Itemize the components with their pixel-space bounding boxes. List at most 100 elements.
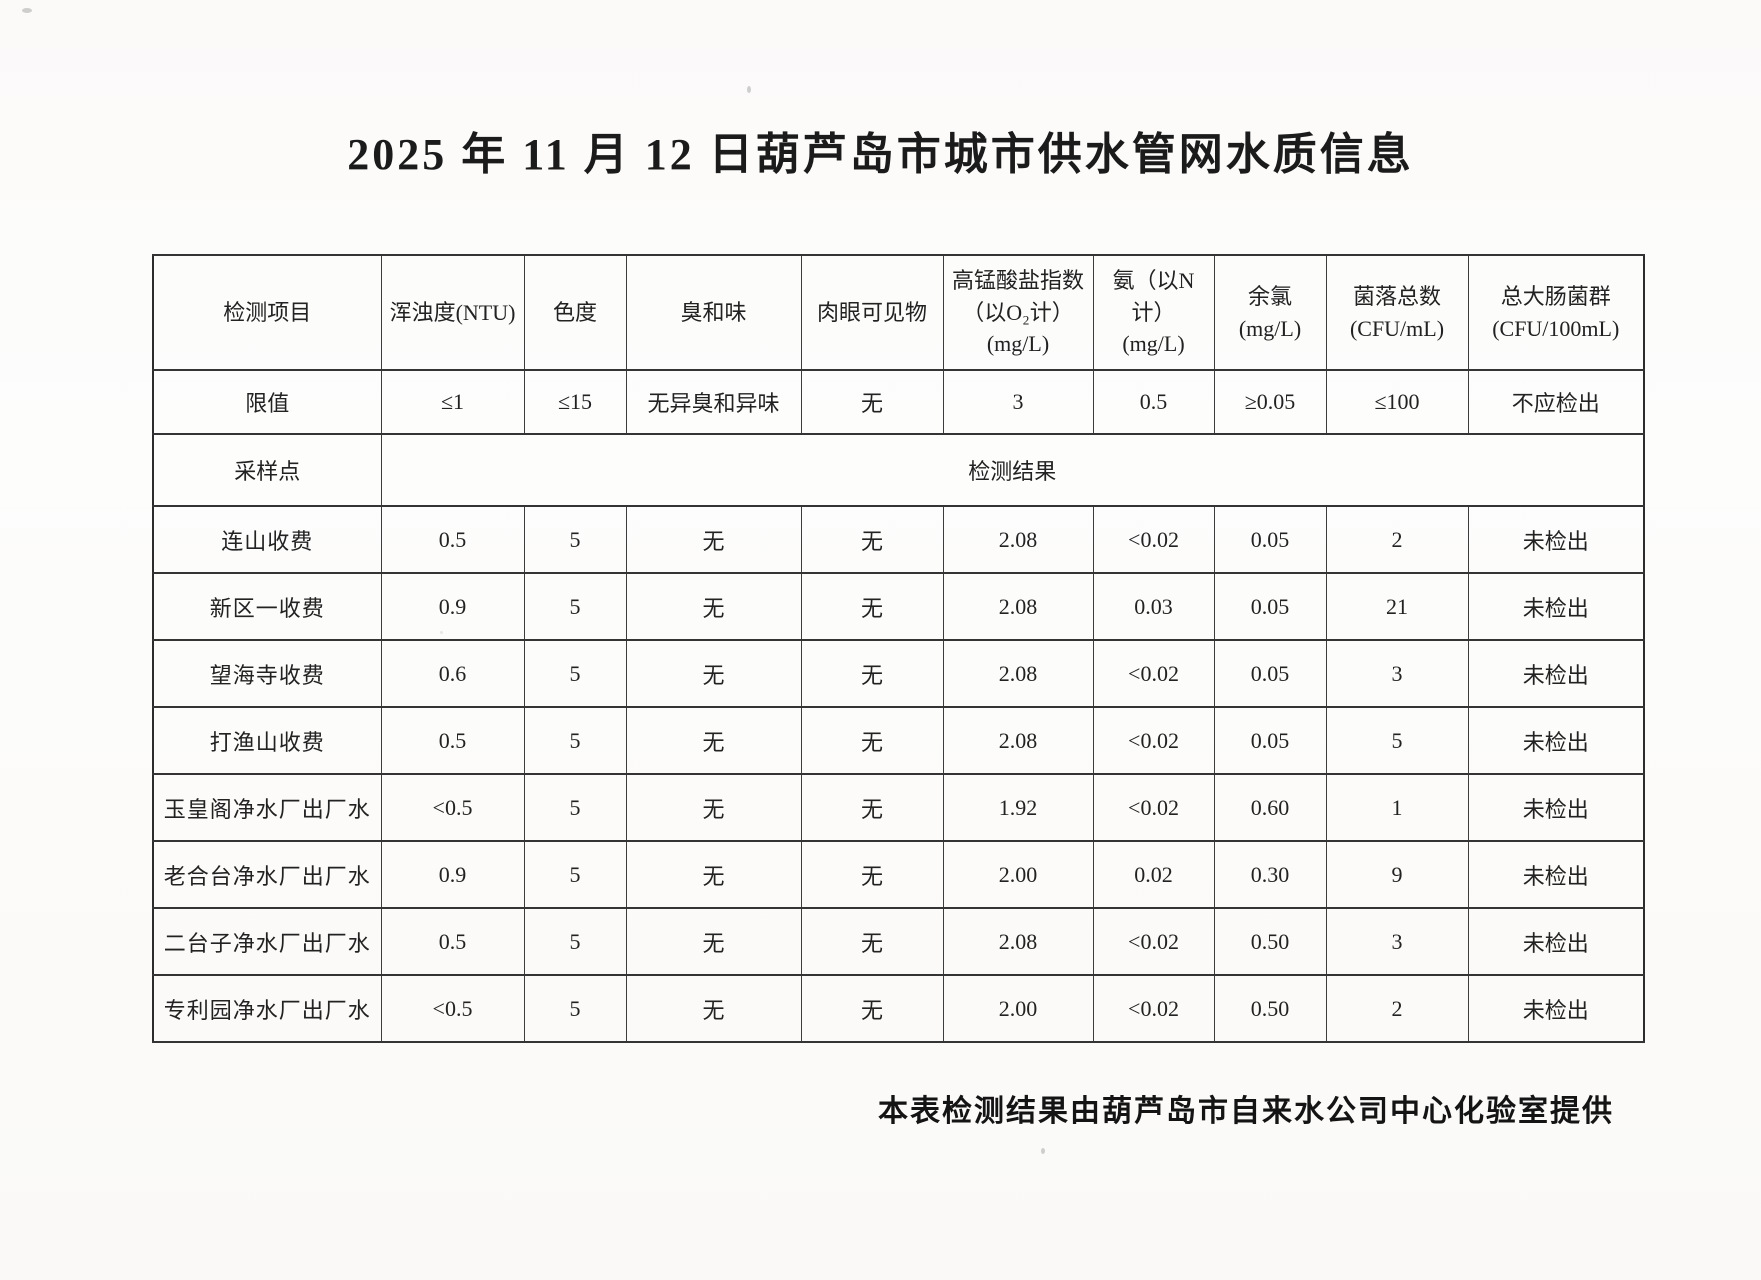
- result-value: 2.08: [942, 572, 1094, 641]
- result-value: 未检出: [1467, 773, 1645, 842]
- result-value: 2.00: [942, 840, 1094, 909]
- limit-value: 无异臭和异味: [625, 369, 802, 435]
- table-row: 连山收费 0.5 5 无 无 2.08 <0.02 0.05 2 未检出: [152, 505, 1645, 574]
- limit-row: 限值 ≤1 ≤15 无异臭和异味 无 3 0.5 ≥0.05 ≤100 不应检出: [152, 369, 1645, 435]
- result-value: 0.30: [1213, 840, 1327, 909]
- limit-value: ≤1: [380, 369, 525, 435]
- col-header-chroma: 色度: [523, 254, 627, 371]
- result-value: 无: [800, 840, 944, 909]
- col-header-item: 检测项目: [152, 254, 382, 371]
- test-result-label: 检测结果: [380, 433, 1645, 507]
- result-value: 5: [523, 907, 627, 976]
- result-value: 0.9: [380, 572, 525, 641]
- col-header-permanganate: 高锰酸盐指数 （以O₂计） (mg/L): [942, 254, 1094, 371]
- site-name: 玉皇阁净水厂出厂水: [152, 773, 382, 842]
- site-name: 连山收费: [152, 505, 382, 574]
- result-value: 2.08: [942, 907, 1094, 976]
- result-value: 无: [800, 773, 944, 842]
- result-value: 3: [1325, 639, 1469, 708]
- limit-value: ≥0.05: [1213, 369, 1327, 435]
- result-value: 2: [1325, 974, 1469, 1043]
- limit-label: 限值: [152, 369, 382, 435]
- col-header-visible: 肉眼可见物: [800, 254, 944, 371]
- result-value: <0.02: [1092, 974, 1215, 1043]
- result-value: <0.02: [1092, 505, 1215, 574]
- result-value: 0.50: [1213, 907, 1327, 976]
- result-value: 无: [625, 974, 802, 1043]
- result-value: 5: [523, 639, 627, 708]
- result-value: 0.60: [1213, 773, 1327, 842]
- result-value: 5: [523, 505, 627, 574]
- result-value: 2.08: [942, 639, 1094, 708]
- limit-value: 0.5: [1092, 369, 1215, 435]
- result-value: 5: [523, 773, 627, 842]
- site-name: 老合台净水厂出厂水: [152, 840, 382, 909]
- footer-note: 本表检测结果由葫芦岛市自来水公司中心化验室提供: [878, 1095, 1614, 1128]
- result-value: 未检出: [1467, 840, 1645, 909]
- result-value: 0.5: [380, 907, 525, 976]
- result-value: 未检出: [1467, 639, 1645, 708]
- result-value: <0.5: [380, 773, 525, 842]
- col-header-chlorine: 余氯 (mg/L): [1213, 254, 1327, 371]
- result-value: 0.05: [1213, 706, 1327, 775]
- result-value: 3: [1325, 907, 1469, 976]
- table-row: 二台子净水厂出厂水 0.5 5 无 无 2.08 <0.02 0.50 3 未检…: [152, 907, 1645, 976]
- result-value: 5: [523, 974, 627, 1043]
- result-value: 1.92: [942, 773, 1094, 842]
- page-title: 2025 年 11 月 12 日葫芦岛市城市供水管网水质信息: [347, 130, 1414, 179]
- result-value: 5: [523, 572, 627, 641]
- result-value: <0.5: [380, 974, 525, 1043]
- result-value: 5: [1325, 706, 1469, 775]
- limit-value: 不应检出: [1467, 369, 1645, 435]
- result-value: 9: [1325, 840, 1469, 909]
- result-value: 未检出: [1467, 907, 1645, 976]
- table-header-row: 检测项目 浑浊度(NTU) 色度 臭和味 肉眼可见物 高锰酸盐指数 （以O₂计）…: [152, 254, 1645, 371]
- col-header-coliform: 总大肠菌群 (CFU/100mL): [1467, 254, 1645, 371]
- col-header-turbidity: 浑浊度(NTU): [380, 254, 525, 371]
- result-value: 无: [625, 907, 802, 976]
- result-value: 无: [800, 572, 944, 641]
- result-value: 无: [800, 706, 944, 775]
- limit-value: ≤100: [1325, 369, 1469, 435]
- result-value: 21: [1325, 572, 1469, 641]
- limit-value: ≤15: [523, 369, 627, 435]
- result-value: 0.03: [1092, 572, 1215, 641]
- site-name: 二台子净水厂出厂水: [152, 907, 382, 976]
- scan-speck: [747, 86, 751, 93]
- result-value: 0.5: [380, 505, 525, 574]
- result-value: 无: [800, 639, 944, 708]
- table-row: 新区一收费 0.9 5 无 无 2.08 0.03 0.05 21 未检出: [152, 572, 1645, 641]
- col-header-odor: 臭和味: [625, 254, 802, 371]
- table-row: 专利园净水厂出厂水 <0.5 5 无 无 2.00 <0.02 0.50 2 未…: [152, 974, 1645, 1043]
- limit-value: 无: [800, 369, 944, 435]
- result-value: 0.50: [1213, 974, 1327, 1043]
- result-value: 0.05: [1213, 505, 1327, 574]
- site-name: 新区一收费: [152, 572, 382, 641]
- result-value: 1: [1325, 773, 1469, 842]
- result-value: 未检出: [1467, 706, 1645, 775]
- site-name: 专利园净水厂出厂水: [152, 974, 382, 1043]
- result-value: 2.08: [942, 706, 1094, 775]
- result-value: 2: [1325, 505, 1469, 574]
- result-value: 2.00: [942, 974, 1094, 1043]
- result-value: 0.05: [1213, 572, 1327, 641]
- table-row: 打渔山收费 0.5 5 无 无 2.08 <0.02 0.05 5 未检出: [152, 706, 1645, 775]
- scan-speck: [440, 631, 443, 634]
- water-quality-table: 检测项目 浑浊度(NTU) 色度 臭和味 肉眼可见物 高锰酸盐指数 （以O₂计）…: [152, 254, 1645, 1043]
- result-value: 无: [625, 572, 802, 641]
- result-value: 未检出: [1467, 505, 1645, 574]
- col-header-ammonia: 氨（以N计） (mg/L): [1092, 254, 1215, 371]
- result-value: 5: [523, 840, 627, 909]
- result-value: 无: [625, 706, 802, 775]
- sampling-point-label: 采样点: [152, 433, 382, 507]
- result-value: 0.02: [1092, 840, 1215, 909]
- sampling-point-row: 采样点 检测结果: [152, 433, 1645, 507]
- col-header-colony: 菌落总数 (CFU/mL): [1325, 254, 1469, 371]
- result-value: <0.02: [1092, 706, 1215, 775]
- result-value: 未检出: [1467, 572, 1645, 641]
- result-value: 无: [625, 639, 802, 708]
- result-value: <0.02: [1092, 773, 1215, 842]
- result-value: 0.9: [380, 840, 525, 909]
- result-value: 0.05: [1213, 639, 1327, 708]
